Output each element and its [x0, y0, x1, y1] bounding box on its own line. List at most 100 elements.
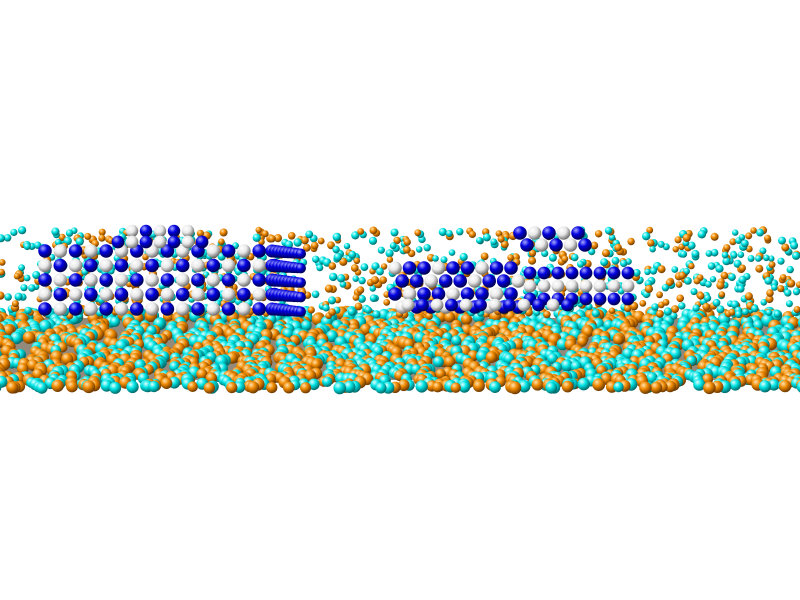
atom-species_b [665, 279, 673, 287]
atom-species_c [99, 244, 113, 258]
atom-species_a [649, 267, 658, 275]
atom-species_d [191, 258, 205, 273]
atom-species_c [607, 266, 621, 280]
atom-species_d [511, 274, 525, 288]
atom-species_a [339, 281, 347, 288]
atom-species_a [23, 242, 31, 251]
atom-species_c [460, 261, 475, 275]
atom-species_c [295, 292, 306, 303]
atom-species_a [357, 294, 366, 303]
atom-species_b [403, 246, 411, 254]
atom-species_a [755, 255, 762, 262]
atom-species_a [611, 256, 620, 265]
atom-species_a [440, 256, 448, 264]
atom-species_a [705, 250, 713, 257]
atom-species_a [737, 285, 745, 293]
atom-species_d [237, 302, 251, 316]
atom-species_b [671, 305, 679, 314]
atom-species_a [10, 228, 18, 236]
atom-species_a [252, 233, 261, 242]
atom-species_a [329, 272, 338, 282]
atom-species_b [590, 241, 599, 250]
atom-species_b [460, 313, 473, 325]
atom-species_a [734, 310, 743, 319]
atom-species_a [518, 380, 531, 393]
atom-species_a [760, 299, 768, 306]
atom-species_b [283, 381, 295, 394]
atom-species_d [114, 273, 129, 287]
atom-species_d [125, 235, 139, 249]
atom-species_a [459, 252, 468, 262]
atom-species_b [787, 279, 796, 288]
atom-species_d [593, 279, 607, 293]
atom-species_d [565, 279, 579, 293]
atom-species_b [624, 304, 632, 313]
atom-species_a [332, 232, 341, 242]
atom-species_d [206, 244, 221, 258]
atom-species_b [218, 238, 225, 245]
atom-species_b [196, 229, 204, 237]
atom-species_a [432, 255, 439, 262]
atom-species_c [145, 287, 159, 302]
atom-species_c [402, 261, 417, 275]
atom-species_a [336, 274, 346, 283]
atom-species_a [476, 237, 483, 244]
atom-species_b [656, 310, 664, 318]
atom-species_b [697, 292, 705, 300]
atom-species_a [360, 263, 369, 271]
atom-species_a [348, 250, 357, 259]
atom-species_c [417, 287, 431, 301]
atom-species_a [715, 264, 724, 273]
atom-species_a [316, 264, 324, 272]
atom-species_b [500, 240, 509, 249]
atom-species_b [528, 256, 537, 265]
atom-species_b [393, 236, 401, 245]
atom-species_a [489, 381, 501, 393]
atom-species_b [266, 382, 278, 394]
atom-species_d [114, 302, 129, 316]
atom-species_b [738, 264, 747, 272]
atom-species_b [693, 277, 701, 285]
atom-species_a [721, 251, 729, 259]
atom-species_a [311, 290, 320, 299]
atom-species_a [351, 231, 360, 240]
atom-species_a [784, 289, 792, 297]
atom-species_a [333, 252, 342, 262]
atom-species_c [621, 292, 635, 306]
atom-species_b [793, 306, 800, 313]
atom-species_c [513, 226, 527, 240]
atom-species_b [543, 310, 551, 319]
atom-species_c [53, 258, 68, 273]
atom-species_a [445, 230, 453, 237]
atom-species_c [53, 287, 68, 302]
atom-species_b [339, 257, 348, 266]
atom-species_c [221, 244, 236, 258]
atom-species_b [723, 244, 731, 252]
atom-species_a [741, 308, 749, 316]
atom-species_a [377, 246, 385, 254]
atom-species_c [191, 302, 205, 316]
atom-species_a [722, 257, 731, 266]
atom-species_d [488, 298, 502, 312]
atom-species_b [777, 285, 785, 293]
atom-species_a [786, 265, 794, 274]
atom-species_c [195, 235, 209, 249]
atom-species_a [369, 294, 378, 303]
atom-species_c [175, 287, 190, 302]
atom-species_d [99, 258, 113, 273]
atom-species_a [704, 294, 712, 302]
atom-species_d [160, 287, 175, 302]
atom-species_b [317, 237, 325, 245]
atom-species_b [795, 281, 800, 288]
atom-species_a [577, 260, 585, 268]
atom-species_a [740, 239, 749, 248]
atom-species_d [467, 274, 482, 288]
atom-species_b [678, 271, 686, 280]
atom-species_a [358, 276, 366, 285]
atom-species_c [111, 235, 125, 249]
atom-species_a [604, 226, 613, 235]
atom-species_b [287, 232, 296, 240]
atom-species_c [551, 266, 565, 280]
atom-species_b [602, 249, 610, 258]
